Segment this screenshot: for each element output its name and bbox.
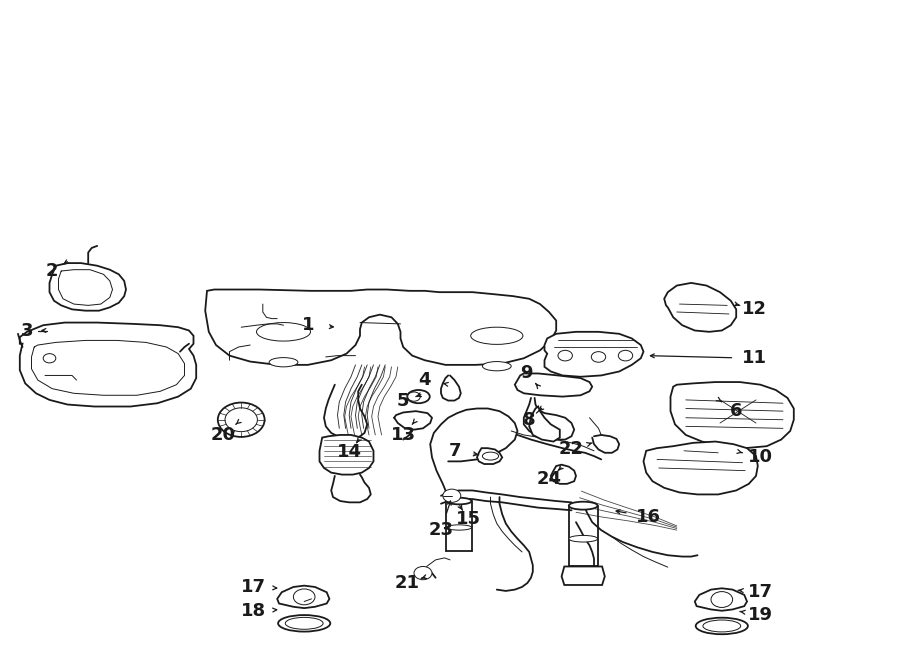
Text: 20: 20 xyxy=(211,426,236,444)
Ellipse shape xyxy=(269,358,298,367)
Polygon shape xyxy=(320,435,374,475)
Text: 10: 10 xyxy=(748,448,773,467)
Circle shape xyxy=(414,566,432,580)
Text: 19: 19 xyxy=(748,605,773,624)
Ellipse shape xyxy=(225,408,257,432)
Text: 12: 12 xyxy=(742,300,767,319)
Text: 2: 2 xyxy=(46,262,58,280)
Text: 1: 1 xyxy=(302,316,314,334)
Text: 8: 8 xyxy=(523,410,536,429)
Text: 14: 14 xyxy=(337,443,362,461)
Text: 4: 4 xyxy=(418,371,431,389)
Ellipse shape xyxy=(569,535,598,542)
Polygon shape xyxy=(50,263,126,311)
Ellipse shape xyxy=(446,498,472,504)
Ellipse shape xyxy=(446,525,472,530)
Circle shape xyxy=(293,589,315,605)
Polygon shape xyxy=(664,283,736,332)
Polygon shape xyxy=(644,442,758,494)
Ellipse shape xyxy=(218,403,265,437)
Text: 13: 13 xyxy=(391,426,416,444)
Text: 15: 15 xyxy=(455,510,481,528)
Polygon shape xyxy=(205,290,556,365)
Polygon shape xyxy=(544,332,644,377)
Circle shape xyxy=(408,392,420,401)
Ellipse shape xyxy=(703,620,741,632)
Ellipse shape xyxy=(278,615,330,632)
Polygon shape xyxy=(551,465,576,484)
Text: 22: 22 xyxy=(559,440,584,459)
Text: 24: 24 xyxy=(536,470,562,488)
Text: 17: 17 xyxy=(748,582,773,601)
Text: 23: 23 xyxy=(428,521,454,539)
Circle shape xyxy=(443,489,461,502)
Text: 17: 17 xyxy=(241,578,266,596)
Text: 6: 6 xyxy=(730,402,742,420)
Text: 16: 16 xyxy=(635,508,661,526)
Ellipse shape xyxy=(569,502,598,510)
Text: 5: 5 xyxy=(397,392,410,410)
Text: 9: 9 xyxy=(520,364,533,383)
Polygon shape xyxy=(562,566,605,585)
Ellipse shape xyxy=(407,390,430,403)
Polygon shape xyxy=(20,323,196,407)
Polygon shape xyxy=(670,382,794,448)
Circle shape xyxy=(711,592,733,607)
Ellipse shape xyxy=(482,362,511,371)
Text: 11: 11 xyxy=(742,349,767,368)
Text: 18: 18 xyxy=(241,602,266,621)
Ellipse shape xyxy=(285,617,323,629)
Polygon shape xyxy=(277,586,329,608)
Text: 21: 21 xyxy=(394,574,419,592)
Text: 7: 7 xyxy=(448,442,461,460)
Polygon shape xyxy=(515,373,592,397)
Polygon shape xyxy=(529,407,560,442)
Text: 3: 3 xyxy=(21,321,33,340)
Polygon shape xyxy=(695,588,747,611)
Ellipse shape xyxy=(696,617,748,635)
Polygon shape xyxy=(477,448,502,464)
